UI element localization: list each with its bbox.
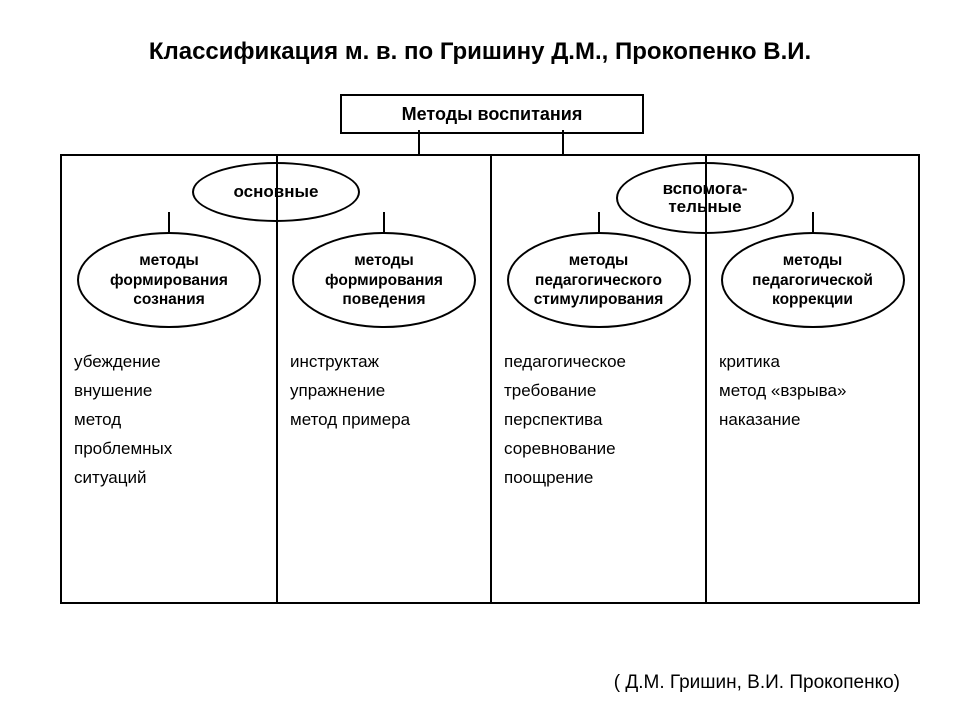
examples-list: педагогическоетребованиеперспективасорев…: [504, 348, 697, 492]
method-label: методы формирования поведения: [300, 251, 468, 309]
connector-line: [812, 212, 814, 234]
attribution-text: ( Д.М. Гришин, В.И. Прокопенко): [614, 672, 900, 694]
column-4: методы педагогической коррекции критикам…: [705, 156, 918, 602]
examples-list: критикаметод «взрыва»наказание: [719, 348, 910, 435]
page-title: Классификация м. в. по Гришину Д.М., Про…: [70, 36, 890, 68]
diagram-frame: основные методы формирования сознания уб…: [60, 154, 920, 604]
classification-diagram: Методы воспитания основные методы формир…: [40, 94, 920, 624]
examples-list: инструктажупражнениеметод примера: [290, 348, 482, 435]
root-node-label: Методы воспитания: [402, 104, 583, 125]
column-2: методы формирования поведения инструктаж…: [276, 156, 490, 602]
connector-line: [418, 130, 420, 154]
method-bubble: методы педагогического стимулирования: [507, 232, 691, 328]
method-label: методы формирования сознания: [85, 251, 253, 309]
connector-line: [562, 130, 564, 154]
group-auxiliary: вспомога-тельные методы педагогического …: [490, 156, 918, 602]
connector-line: [168, 212, 170, 234]
examples-list: убеждениевнушениеметодпроблемныхситуаций: [74, 348, 268, 492]
method-bubble: методы педагогической коррекции: [721, 232, 905, 328]
method-bubble: методы формирования поведения: [292, 232, 476, 328]
slide-page: Классификация м. в. по Гришину Д.М., Про…: [0, 0, 960, 720]
method-label: методы педагогического стимулирования: [515, 251, 683, 309]
method-bubble: методы формирования сознания: [77, 232, 261, 328]
column-1: методы формирования сознания убеждениевн…: [62, 156, 276, 602]
connector-line: [598, 212, 600, 234]
method-label: методы педагогической коррекции: [729, 251, 897, 309]
group-main: основные методы формирования сознания уб…: [62, 156, 490, 602]
connector-line: [383, 212, 385, 234]
root-node: Методы воспитания: [340, 94, 644, 134]
column-3: методы педагогического стимулирования пе…: [492, 156, 705, 602]
